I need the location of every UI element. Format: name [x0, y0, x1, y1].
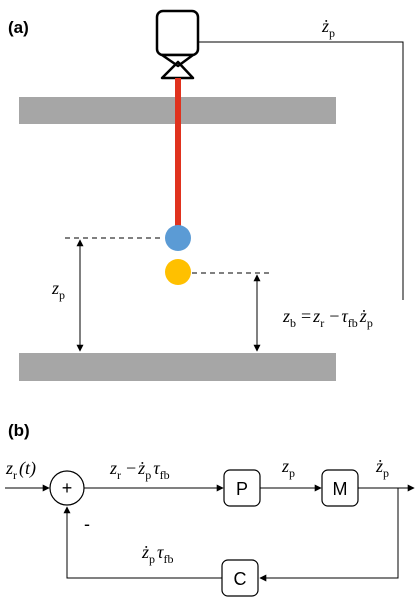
math-subscript: p — [329, 26, 335, 40]
block-label: M — [333, 479, 348, 499]
math-subscript: r — [117, 468, 121, 482]
math-subscript: fb — [163, 552, 173, 566]
math-symbol: ż — [375, 456, 383, 476]
sum-sign: + — [62, 478, 73, 498]
math-subscript: b — [290, 316, 296, 330]
panel-label: (a) — [8, 18, 29, 37]
math-subscript: p — [367, 316, 373, 330]
probe-ball — [165, 225, 191, 251]
math-symbol: z — [109, 458, 117, 478]
math-label: zp — [51, 278, 65, 302]
camera — [157, 11, 198, 78]
math-label: żp — [321, 16, 335, 40]
math-symbol: ż — [141, 542, 149, 562]
feedback-wire — [198, 42, 403, 300]
math-subscript: fb — [160, 468, 170, 482]
minus-sign: - — [84, 514, 90, 534]
math-symbol: z — [282, 306, 290, 326]
math-symbol: z — [312, 306, 320, 326]
math-symbol: ż — [359, 306, 367, 326]
math-label: żp — [375, 456, 389, 480]
math-subscript: p — [145, 468, 151, 482]
diagram: (a) żp zp zb=zr−τfbżp (b) zr(t) + - zr−ż… — [0, 0, 419, 601]
page: {"panel_a": {"label": "(a)", "feedback_l… — [0, 0, 419, 601]
math-subscript: p — [59, 288, 65, 302]
math-symbol: ż — [321, 16, 329, 36]
math-label: zr(t) — [5, 458, 36, 482]
math-symbol: (t) — [19, 458, 36, 479]
math-symbol: = — [301, 306, 311, 326]
math-subscript: fb — [348, 316, 358, 330]
math-symbol: z — [51, 278, 59, 298]
math-subscript: r — [320, 316, 324, 330]
math-symbol: z — [281, 456, 289, 476]
math-symbol: − — [329, 306, 339, 326]
math-subscript: p — [383, 466, 389, 480]
bottom-plate — [19, 353, 336, 381]
panel-label: (b) — [8, 421, 30, 440]
math-label: zp — [281, 456, 295, 480]
math-symbol: z — [5, 458, 13, 478]
math-symbol: − — [126, 458, 136, 478]
math-subscript: r — [13, 468, 17, 482]
math-symbol: ż — [137, 458, 145, 478]
block-label: P — [236, 479, 248, 499]
block-label: C — [234, 569, 247, 589]
math-subscript: p — [149, 552, 155, 566]
reference-ball — [165, 259, 191, 285]
math-subscript: p — [289, 466, 295, 480]
